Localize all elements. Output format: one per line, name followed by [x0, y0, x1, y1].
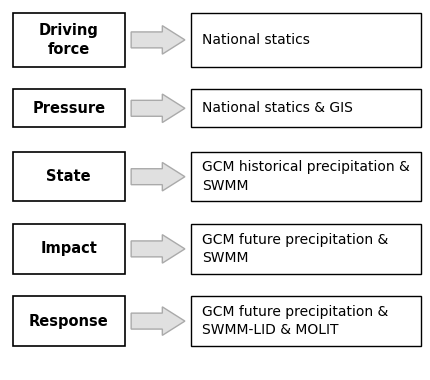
Bar — [191, 89, 421, 127]
Text: Driving
force: Driving force — [39, 23, 99, 57]
Text: GCM future precipitation &
SWMM: GCM future precipitation & SWMM — [202, 233, 388, 265]
Bar — [13, 13, 125, 66]
Text: State: State — [46, 169, 91, 184]
Polygon shape — [131, 163, 185, 191]
Text: Impact: Impact — [40, 241, 97, 256]
Text: National statics & GIS: National statics & GIS — [202, 101, 353, 115]
Bar — [13, 89, 125, 127]
Text: GCM future precipitation &
SWMM-LID & MOLIT: GCM future precipitation & SWMM-LID & MO… — [202, 305, 388, 337]
Text: Pressure: Pressure — [32, 101, 105, 116]
Text: Response: Response — [29, 314, 109, 329]
Bar — [191, 13, 421, 66]
Bar — [13, 296, 125, 346]
Polygon shape — [131, 235, 185, 263]
Polygon shape — [131, 94, 185, 122]
Polygon shape — [131, 26, 185, 54]
Bar — [13, 152, 125, 201]
Polygon shape — [131, 307, 185, 336]
Bar — [191, 296, 421, 346]
Text: National statics: National statics — [202, 33, 310, 47]
Text: GCM historical precipitation &
SWMM: GCM historical precipitation & SWMM — [202, 160, 410, 193]
Bar — [191, 224, 421, 274]
Bar — [13, 224, 125, 274]
Bar — [191, 152, 421, 201]
